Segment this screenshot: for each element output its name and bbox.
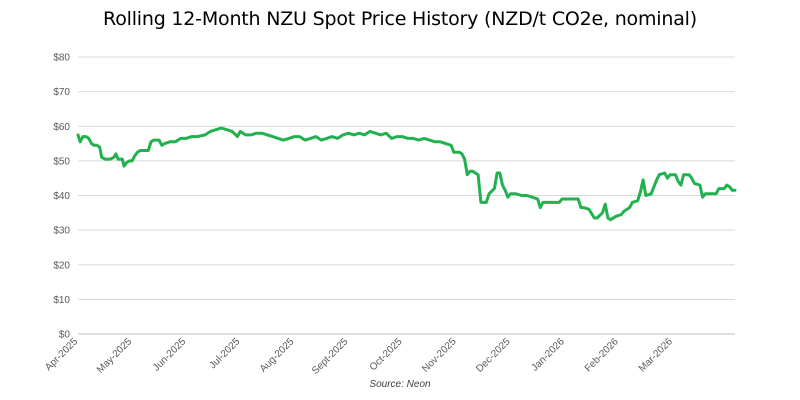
y-tick-label: $50	[53, 156, 70, 167]
x-tick-label: Mar-2026	[637, 336, 675, 374]
y-tick-label: $80	[53, 53, 70, 64]
y-tick-label: $40	[53, 191, 70, 202]
gridlines	[78, 56, 735, 300]
x-tick-label: Aug-2025	[258, 336, 297, 375]
y-tick-label: $60	[53, 122, 70, 133]
y-tick-label: $10	[53, 295, 70, 306]
x-tick-label: Jan-2026	[530, 336, 568, 374]
y-tick-label: $0	[59, 330, 71, 341]
x-tick-label: Dec-2025	[474, 336, 513, 375]
x-tick-label: Feb-2026	[583, 336, 621, 374]
y-axis-ticks: $0 $10 $20 $30 $40 $50 $60 $70 $80	[53, 53, 70, 341]
y-tick-label: $70	[53, 87, 70, 98]
x-tick-label: Apr-2025	[43, 336, 80, 373]
x-tick-label: Sept-2025	[310, 336, 351, 377]
x-tick-label: Jun-2025	[151, 336, 189, 374]
series-line-nzu-spot-price	[76, 126, 737, 222]
x-axis-ticks: Apr-2025 May-2025 Jun-2025 Jul-2025 Aug-2025…	[43, 336, 675, 377]
y-tick-label: $20	[53, 260, 70, 271]
chart-source: Source: Neon	[369, 379, 431, 390]
x-tick-label: Jul-2025	[207, 336, 242, 371]
x-tick-label: Oct-2025	[368, 336, 405, 373]
chart-title: Rolling 12-Month NZU Spot Price History …	[103, 8, 697, 30]
y-tick-label: $30	[53, 226, 70, 237]
x-tick-label: Nov-2025	[420, 336, 459, 375]
x-tick-label: May-2025	[95, 336, 135, 376]
